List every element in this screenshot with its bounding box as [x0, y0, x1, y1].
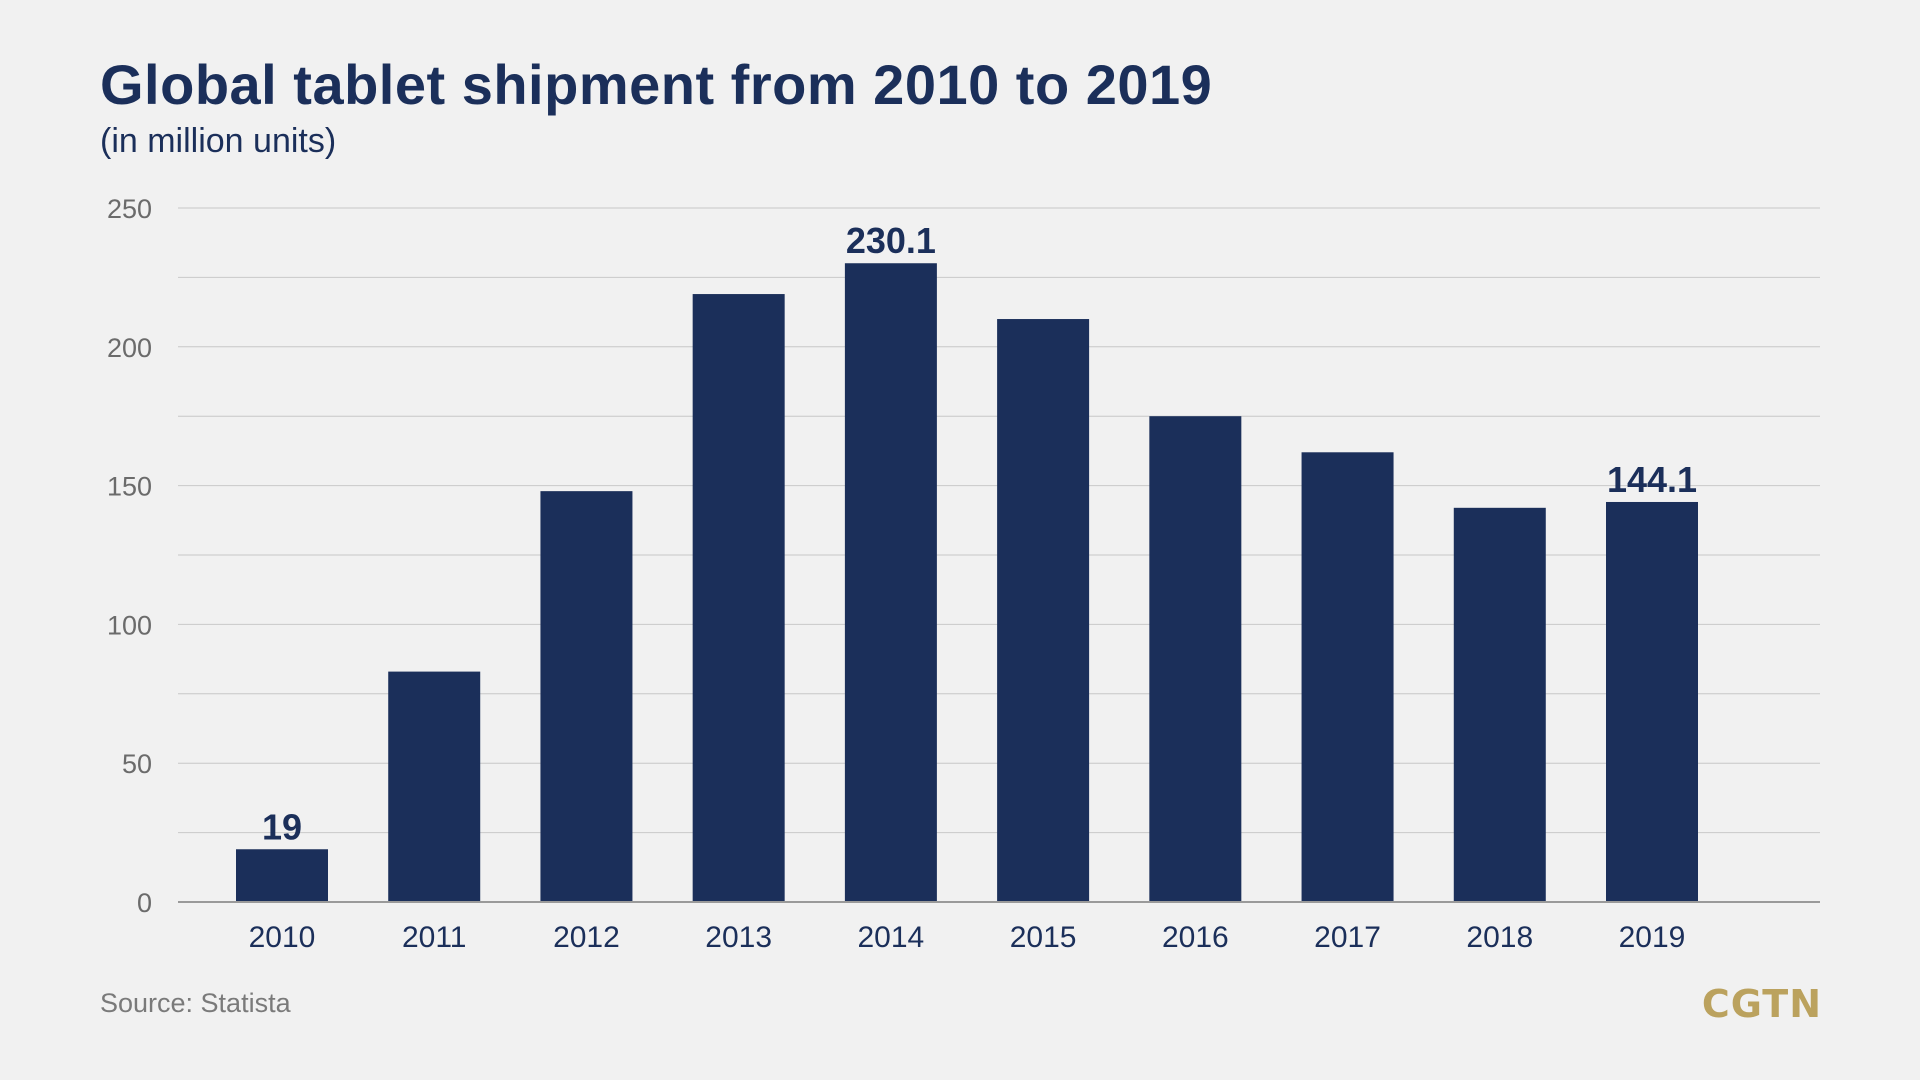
y-tick-label: 150 — [107, 472, 152, 502]
x-tick-label: 2016 — [1162, 921, 1229, 954]
y-tick-label: 200 — [107, 333, 152, 363]
x-tick-label: 2019 — [1619, 921, 1686, 954]
data-label: 230.1 — [846, 220, 936, 261]
bar-2014 — [844, 263, 937, 902]
x-tick-label: 2011 — [402, 921, 467, 954]
data-label: 19 — [262, 806, 302, 847]
bar-2016 — [1149, 416, 1242, 902]
source-note: Source: Statista — [100, 988, 291, 1018]
bar-2015 — [997, 319, 1090, 902]
bar-2017 — [1301, 452, 1394, 902]
x-tick-label: 2010 — [249, 921, 316, 954]
y-tick-label: 250 — [107, 194, 152, 224]
x-tick-label: 2018 — [1466, 921, 1533, 954]
y-tick-label: 0 — [137, 888, 152, 918]
chart-subtitle: (in million units) — [100, 122, 337, 160]
bar-2011 — [388, 671, 481, 902]
x-tick-label: 2017 — [1314, 921, 1381, 954]
chart-title: Global tablet shipment from 2010 to 2019 — [100, 53, 1213, 116]
y-tick-label: 100 — [107, 610, 152, 640]
data-labels: 19 230.1 144.1 — [262, 220, 1697, 847]
bar-2012 — [540, 491, 633, 902]
cgtn-logo: CGTN — [1701, 982, 1822, 1026]
x-tick-label: 2012 — [553, 921, 620, 954]
x-tick-label: 2015 — [1010, 921, 1077, 954]
data-label: 144.1 — [1607, 459, 1697, 500]
x-axis-ticks: 2010 2011 2012 2013 2014 2015 2016 2017 2018 2019 — [249, 921, 1686, 954]
x-tick-label: 2014 — [858, 921, 925, 954]
x-tick-label: 2013 — [705, 921, 772, 954]
y-tick-label: 50 — [122, 749, 152, 779]
bar-2013 — [692, 294, 785, 902]
bar-2010 — [236, 849, 328, 902]
y-axis-ticks: 0 50 100 150 200 250 — [107, 194, 152, 918]
bar-2019 — [1606, 501, 1698, 902]
bar-2018 — [1453, 507, 1546, 902]
bars — [236, 263, 1698, 902]
